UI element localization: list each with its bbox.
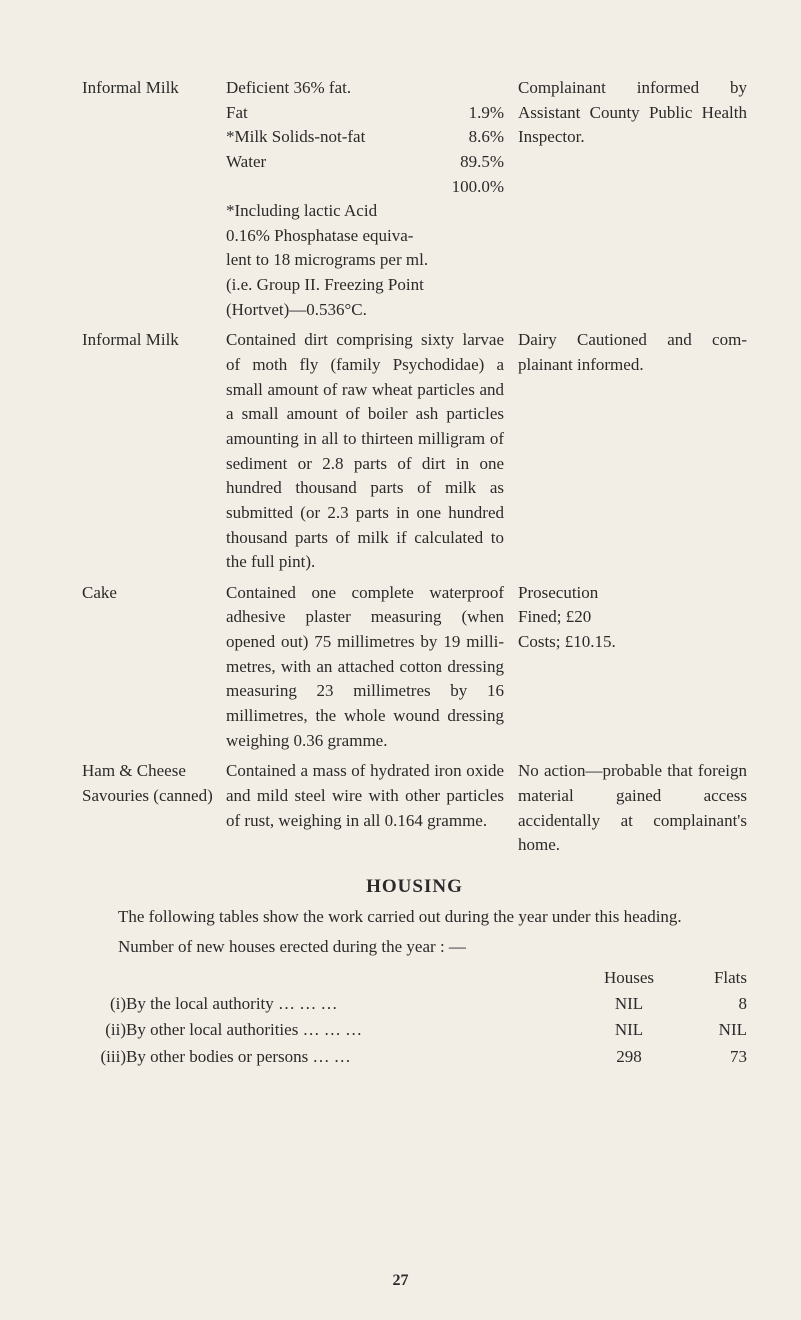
desc-line: 0.16% Phosphatase equiva- xyxy=(226,224,504,249)
table-row: (i) By the local authority … … … NIL 8 xyxy=(82,991,747,1017)
action-line: Fined; £20 xyxy=(518,605,747,630)
desc-line: (i.e. Group II. Freezing Point xyxy=(226,273,504,298)
entry: Informal Milk Deficient 36% fat. Fat 1.9… xyxy=(82,76,747,322)
desc-line: (Hortvet)—0.536°C. xyxy=(226,298,504,323)
entry: Ham & Cheese Savouries (canned) Containe… xyxy=(82,759,747,858)
row-houses: NIL xyxy=(581,991,677,1017)
action-line: Prosecution xyxy=(518,581,747,606)
desc-left: 0.16% Phosphatase equiva- xyxy=(226,224,504,249)
desc-left: (Hortvet)—0.536°C. xyxy=(226,298,504,323)
desc-right: 1.9% xyxy=(461,101,504,126)
row-idx: (iii) xyxy=(82,1044,126,1070)
desc-line: *Milk Solids-not-fat 8.6% xyxy=(226,125,504,150)
desc-left: (i.e. Group II. Freezing Point xyxy=(226,273,504,298)
desc-left: *Including lactic Acid xyxy=(226,199,504,224)
page: Informal Milk Deficient 36% fat. Fat 1.9… xyxy=(0,0,801,1320)
housing-heading: HOUSING xyxy=(82,876,747,898)
entry: Informal Milk Contained dirt comprising … xyxy=(82,328,747,574)
row-houses: 298 xyxy=(581,1044,677,1070)
desc-right: 89.5% xyxy=(452,150,504,175)
row-flats: NIL xyxy=(677,1017,747,1043)
entry-desc: Contained dirt comprising sixty larvae o… xyxy=(226,328,518,574)
housing-subhead: Number of new houses erected during the … xyxy=(82,934,747,960)
desc-left: *Milk Solids-not-fat xyxy=(226,125,461,150)
desc-left: Deficient 36% fat. xyxy=(226,76,504,101)
desc-line: lent to 18 micrograms per ml. xyxy=(226,248,504,273)
entry: Cake Contained one complete waterproof a… xyxy=(82,581,747,753)
entry-desc: Contained one complete waterproof adhesi… xyxy=(226,581,518,753)
row-houses: NIL xyxy=(581,1017,677,1043)
entry-action: Dairy Cautioned and com­plainant informe… xyxy=(518,328,747,574)
row-label: By other local authorities … … … xyxy=(126,1017,581,1043)
entry-label: Ham & Cheese Savouries (canned) xyxy=(82,759,226,858)
entry-action: Prosecution Fined; £20 Costs; £10.15. xyxy=(518,581,747,753)
desc-line: 100.0% xyxy=(226,175,504,200)
desc-right: 100.0% xyxy=(444,175,504,200)
houses-header-row: Houses Flats xyxy=(82,965,747,991)
page-number: 27 xyxy=(0,1272,801,1290)
action-line: Costs; £10.15. xyxy=(518,630,747,655)
table-row: (iii) By other bodies or persons … … 298… xyxy=(82,1044,747,1070)
desc-right: 8.6% xyxy=(461,125,504,150)
row-flats: 8 xyxy=(677,991,747,1017)
desc-line: Fat 1.9% xyxy=(226,101,504,126)
desc-left: lent to 18 micrograms per ml. xyxy=(226,248,504,273)
desc-line: Water 89.5% xyxy=(226,150,504,175)
desc-line: Deficient 36% fat. xyxy=(226,76,504,101)
houses-table: Houses Flats (i) By the local authority … xyxy=(82,965,747,1070)
entry-action: No action—probable that foreign material… xyxy=(518,759,747,858)
entry-action: Complainant informed by Assistant County… xyxy=(518,76,747,322)
header-houses: Houses xyxy=(581,965,677,991)
empty-cell xyxy=(82,965,126,991)
entry-desc: Deficient 36% fat. Fat 1.9% *Milk Solids… xyxy=(226,76,518,322)
table-row: (ii) By other local authorities … … … NI… xyxy=(82,1017,747,1043)
row-label: By the local authority … … … xyxy=(126,991,581,1017)
header-flats: Flats xyxy=(677,965,747,991)
entry-desc: Contained a mass of hydrated iron oxide … xyxy=(226,759,518,858)
row-label: By other bodies or persons … … xyxy=(126,1044,581,1070)
desc-line: *Including lactic Acid xyxy=(226,199,504,224)
desc-left: Water xyxy=(226,150,452,175)
housing-intro: The following tables show the work carri… xyxy=(82,904,747,930)
row-flats: 73 xyxy=(677,1044,747,1070)
row-idx: (ii) xyxy=(82,1017,126,1043)
row-idx: (i) xyxy=(82,991,126,1017)
entry-label: Informal Milk xyxy=(82,76,226,322)
desc-left: Fat xyxy=(226,101,461,126)
empty-cell xyxy=(126,965,581,991)
entry-label: Cake xyxy=(82,581,226,753)
entry-label: Informal Milk xyxy=(82,328,226,574)
desc-left xyxy=(226,175,444,200)
